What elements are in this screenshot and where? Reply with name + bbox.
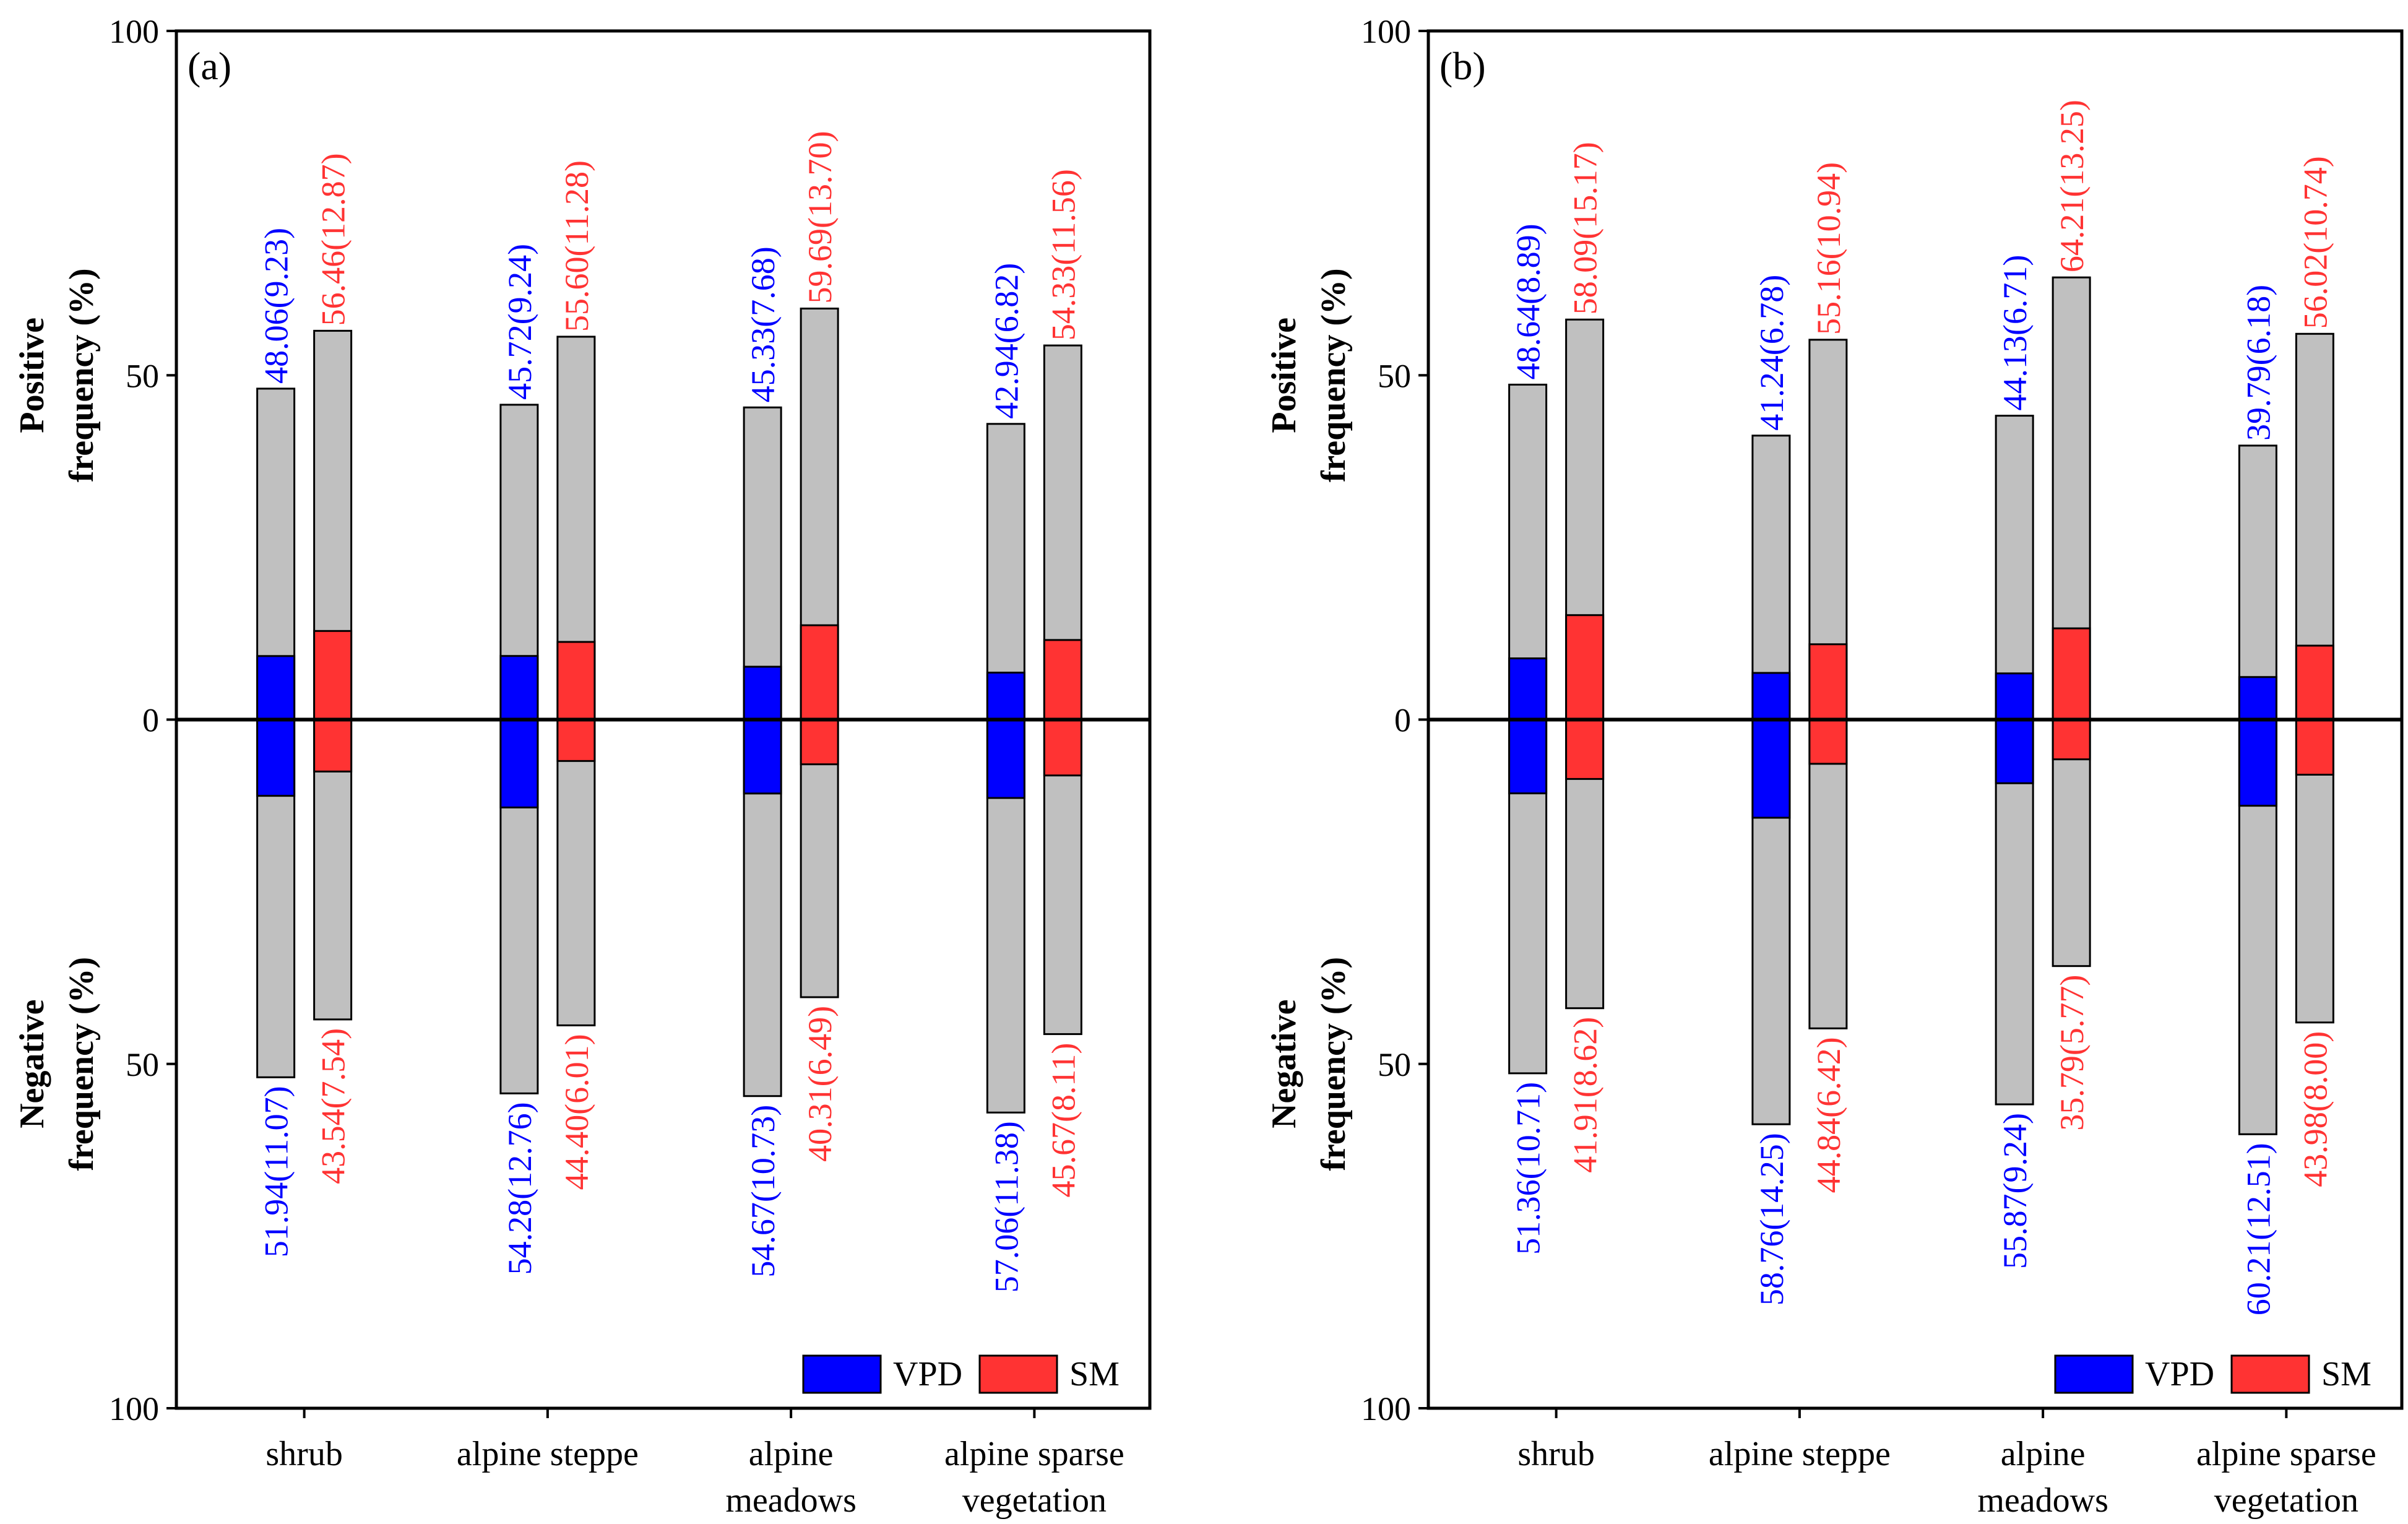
legend-swatch-vpd <box>802 1354 882 1394</box>
data-label-positive: 48.06(9.23) <box>258 228 295 384</box>
y-axis-title-positive: frequency (%) <box>63 268 101 482</box>
bar-significant-vpd <box>743 665 782 795</box>
bar-significant-sm <box>556 641 596 762</box>
legend-label-sm: SM <box>1069 1355 1120 1393</box>
panel-label: (a) <box>188 44 231 88</box>
y-axis-title-positive: frequency (%) <box>1314 268 1353 482</box>
x-tick-label: alpine sparse <box>2196 1435 2376 1473</box>
y-tick-label: 50 <box>1378 357 1411 394</box>
y-axis-title-negative: Negative <box>13 1000 51 1128</box>
bar-significant-vpd <box>2238 676 2277 807</box>
x-tick-label: meadows <box>725 1481 857 1520</box>
panel-b: 48.64(8.89) 51.36(10.71) 58.09(15.17) 41.91… <box>1265 13 2404 1520</box>
data-label-negative: 41.91(8.62) <box>1567 1017 1604 1173</box>
bar-significant-vpd <box>1995 672 2034 784</box>
data-label-negative: 58.76(14.25) <box>1753 1133 1790 1305</box>
x-tick-label: vegetation <box>962 1481 1107 1520</box>
y-tick-label: 50 <box>126 1046 159 1083</box>
data-label-negative: 54.67(10.73) <box>744 1105 782 1278</box>
panel-a: 48.06(9.23) 51.94(11.07) 56.46(12.87) 43.54… <box>13 13 1152 1520</box>
data-label-positive: 42.94(6.82) <box>988 263 1025 419</box>
bar-significant-vpd <box>1751 672 1791 819</box>
data-label-positive: 56.02(10.74) <box>2297 156 2334 329</box>
data-label-positive: 56.46(12.87) <box>315 153 352 326</box>
y-axis-title-negative: Negative <box>1265 1000 1303 1128</box>
data-label-negative: 40.31(6.49) <box>801 1006 839 1162</box>
data-label-positive: 64.21(13.25) <box>2053 100 2091 272</box>
bar-significant-sm <box>800 624 839 766</box>
data-label-negative: 60.21(12.51) <box>2240 1143 2277 1315</box>
bar-significant-sm <box>1808 643 1848 765</box>
y-tick-label: 100 <box>1361 13 1411 50</box>
x-tick-label: vegetation <box>2214 1481 2358 1520</box>
data-label-negative: 51.94(11.07) <box>258 1086 295 1257</box>
data-label-positive: 55.60(11.28) <box>558 160 595 332</box>
y-axis-title-positive: Positive <box>13 318 51 433</box>
legend-label-vpd: VPD <box>2145 1355 2214 1393</box>
x-tick-label: alpine <box>2001 1435 2086 1473</box>
data-label-negative: 43.54(7.54) <box>315 1028 352 1184</box>
y-tick-label: 100 <box>109 1390 159 1427</box>
y-tick-label: 50 <box>126 357 159 394</box>
data-label-positive: 45.33(7.68) <box>744 246 782 402</box>
y-axis-title-negative: frequency (%) <box>63 957 101 1171</box>
data-label-negative: 51.36(10.71) <box>1510 1082 1547 1255</box>
y-tick-label: 0 <box>1394 702 1411 739</box>
legend-label-sm: SM <box>2321 1355 2371 1393</box>
data-label-negative: 44.40(6.01) <box>558 1034 595 1190</box>
bar-total-sm <box>2052 276 2091 968</box>
bar-significant-sm <box>2052 627 2091 761</box>
bar-significant-vpd <box>256 655 296 797</box>
y-tick-label: 100 <box>109 13 159 50</box>
data-label-positive: 48.64(8.89) <box>1510 223 1547 379</box>
bar-significant-vpd <box>986 672 1025 799</box>
data-label-negative: 44.84(6.42) <box>1810 1037 1847 1193</box>
legend-swatch-sm <box>2230 1354 2310 1394</box>
legend-swatch-sm <box>978 1354 1058 1394</box>
data-label-positive: 58.09(15.17) <box>1567 142 1604 314</box>
data-label-positive: 44.13(6.71) <box>1996 255 2034 411</box>
legend-swatch-vpd <box>2054 1354 2134 1394</box>
x-tick-label: alpine steppe <box>1709 1435 1891 1473</box>
x-tick-label: shrub <box>265 1435 342 1473</box>
data-label-negative: 54.28(12.76) <box>501 1102 538 1275</box>
data-label-positive: 55.16(10.94) <box>1810 162 1847 335</box>
data-label-positive: 45.72(9.24) <box>501 244 538 400</box>
data-label-positive: 59.69(13.70) <box>801 131 839 303</box>
bar-significant-vpd <box>1508 657 1548 795</box>
panel-label: (b) <box>1439 44 1486 88</box>
y-axis-title-positive: Positive <box>1265 318 1303 433</box>
y-tick-label: 50 <box>1378 1046 1411 1083</box>
x-tick-label: shrub <box>1517 1435 1594 1473</box>
data-label-positive: 54.33(11.56) <box>1045 169 1082 340</box>
data-label-negative: 43.98(8.00) <box>2297 1031 2334 1187</box>
data-label-negative: 35.79(5.77) <box>2053 975 2091 1131</box>
bar-significant-vpd <box>499 655 539 808</box>
bar-significant-sm <box>2295 644 2334 776</box>
bar-significant-sm <box>1565 614 1605 780</box>
x-tick-label: alpine <box>749 1435 834 1473</box>
data-label-positive: 41.24(6.78) <box>1753 275 1790 431</box>
x-tick-label: alpine sparse <box>944 1435 1124 1473</box>
data-label-negative: 45.67(8.11) <box>1045 1043 1082 1198</box>
y-axis-title-negative: frequency (%) <box>1314 957 1353 1171</box>
legend-label-vpd: VPD <box>893 1355 962 1393</box>
bar-significant-sm <box>313 630 353 773</box>
data-label-negative: 55.87(9.24) <box>1996 1113 2034 1269</box>
x-tick-label: meadows <box>1977 1481 2108 1520</box>
data-label-negative: 57.06(11.38) <box>988 1121 1025 1292</box>
y-tick-label: 0 <box>142 702 159 739</box>
x-tick-label: alpine steppe <box>457 1435 639 1473</box>
bar-significant-sm <box>1043 639 1082 777</box>
data-label-positive: 39.79(6.18) <box>2240 285 2277 441</box>
y-tick-label: 100 <box>1361 1390 1411 1427</box>
